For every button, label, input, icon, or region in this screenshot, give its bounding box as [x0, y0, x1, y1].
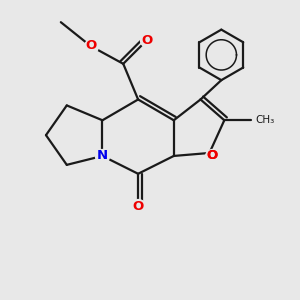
Text: O: O: [207, 149, 218, 162]
Text: O: O: [141, 34, 153, 46]
Text: CH₃: CH₃: [256, 115, 275, 125]
Text: N: N: [97, 149, 108, 162]
Text: O: O: [133, 200, 144, 213]
Text: O: O: [85, 40, 96, 52]
Text: O: O: [207, 149, 218, 162]
